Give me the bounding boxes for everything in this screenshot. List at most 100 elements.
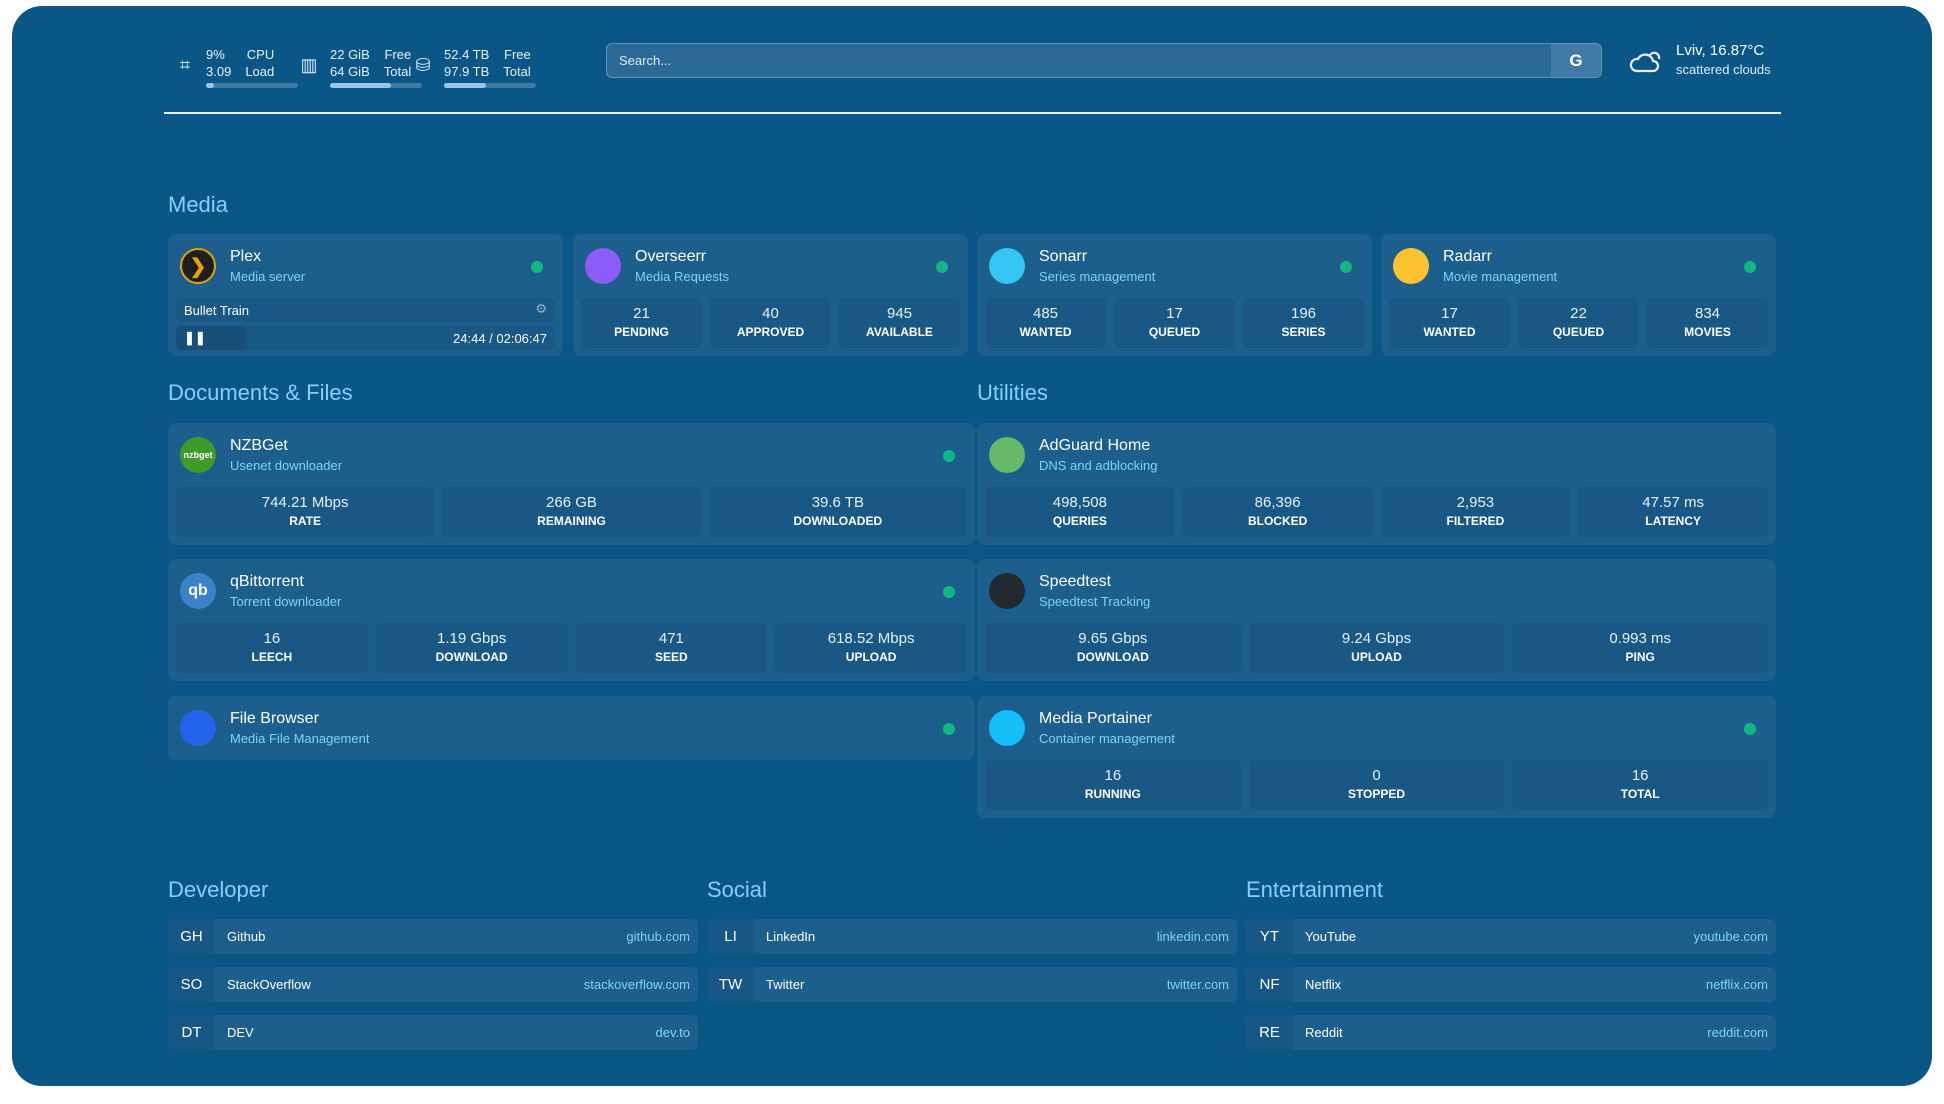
service-card-filebrowser[interactable]: File Browser Media File Management — [168, 696, 975, 760]
bookmark-url[interactable]: dev.to — [655, 1025, 690, 1040]
stat-value: 0.993 ms — [1609, 630, 1672, 647]
service-name: Overseerr — [635, 248, 707, 265]
dashboard: ⌗ 9% CPU 3.09 Load ▥ 22 GiB Free 64 GiB Total ⛁ 52.… — [12, 6, 1932, 1086]
resource-text: 22 GiB — [330, 47, 370, 62]
stat-block: 1.19 Gbps DOWNLOAD — [375, 623, 568, 673]
bookmark-url[interactable]: reddit.com — [1707, 1025, 1768, 1040]
service-description: Series management — [1039, 269, 1156, 284]
card-text: Overseerr Media Requests — [635, 248, 729, 284]
weather-widget: Lviv, 16.87°C scattered clouds — [1628, 42, 1771, 77]
sonarr-logo-icon — [989, 248, 1025, 284]
card-text: Sonarr Series management — [1039, 248, 1155, 284]
service-card-sonarr[interactable]: Sonarr Series management 485 WANTED 17 QUEUED… — [977, 234, 1372, 356]
stat-block: 16 RUNNING — [985, 760, 1241, 810]
stat-label: TOTAL — [1620, 787, 1660, 801]
gear-icon[interactable]: ⚙ — [535, 301, 547, 316]
stat-label: UPLOAD — [1351, 650, 1402, 664]
service-card-adguard[interactable]: AdGuard Home DNS and adblocking 498,508 QUE… — [977, 423, 1776, 545]
card-header: Radarr Movie management — [1393, 248, 1557, 284]
bookmark-linkedin[interactable]: LI LinkedIn linkedin.com — [707, 919, 1237, 954]
card-text: Media Portainer Container management — [1039, 710, 1175, 746]
card-text: AdGuard Home DNS and adblocking — [1039, 437, 1158, 473]
speedtest-logo-icon — [989, 573, 1025, 609]
service-card-speedtest[interactable]: Speedtest Speedtest Tracking 9.65 Gbps DOWN… — [977, 559, 1776, 681]
stat-block: 39.6 TB DOWNLOADED — [708, 487, 967, 537]
bookmark-body: Reddit reddit.com — [1293, 1015, 1776, 1050]
bookmark-body: Twitter twitter.com — [754, 967, 1237, 1002]
bookmark-url[interactable]: netflix.com — [1705, 977, 1768, 992]
bookmark-url[interactable]: github.com — [626, 929, 690, 944]
stats-row: 17 WANTED 22 QUEUED 834 MOVIES — [1389, 298, 1768, 348]
bookmark-netflix[interactable]: NF Netflix netflix.com — [1246, 967, 1776, 1002]
cloud-sun-icon — [1629, 51, 1661, 72]
bookmark-twitter[interactable]: TW Twitter twitter.com — [707, 967, 1237, 1002]
bookmark-url[interactable]: stackoverflow.com — [583, 977, 690, 992]
section-title-utilities: Utilities — [977, 380, 1048, 405]
filebrowser-logo-icon — [180, 710, 216, 746]
resource-text: Load — [245, 64, 275, 79]
bookmark-stackoverflow[interactable]: SO StackOverflow stackoverflow.com — [168, 967, 698, 1002]
card-header: Media Portainer Container management — [989, 710, 1175, 746]
resource-widget: ▥ 22 GiB Free 64 GiB Total — [298, 46, 422, 96]
search-input[interactable] — [607, 44, 1551, 77]
service-card-nzbget[interactable]: nzbget NZBGet Usenet downloader 744.21 Mbps… — [168, 423, 975, 545]
stat-value: 9.65 Gbps — [1078, 630, 1148, 647]
stat-label: SERIES — [1281, 325, 1326, 339]
stat-label: REMAINING — [537, 514, 606, 528]
stat-label: DOWNLOADED — [793, 514, 883, 528]
service-card-overseerr[interactable]: Overseerr Media Requests 21 PENDING 40 APPROV… — [573, 234, 968, 356]
service-description: Torrent downloader — [230, 594, 342, 609]
card-header: qb qBittorrent Torrent downloader — [180, 573, 341, 609]
search-provider-button[interactable]: G — [1551, 44, 1601, 77]
resource-text: 52.4 TB — [444, 47, 490, 62]
stat-value: 22 — [1570, 305, 1587, 322]
stat-label: PENDING — [614, 325, 669, 339]
stat-block: 2,953 FILTERED — [1380, 487, 1571, 537]
service-card-portainer[interactable]: Media Portainer Container management 16 RUN… — [977, 696, 1776, 818]
stat-block: 834 MOVIES — [1647, 298, 1768, 348]
section-title-documents: Documents & Files — [168, 380, 353, 405]
stat-label: FILTERED — [1446, 514, 1505, 528]
service-name: AdGuard Home — [1039, 437, 1151, 454]
stat-value: 16 — [263, 630, 281, 647]
portainer-logo-icon — [989, 710, 1025, 746]
stat-block: 22 QUEUED — [1518, 298, 1639, 348]
stat-block: 9.24 Gbps UPLOAD — [1248, 623, 1505, 673]
bookmark-url[interactable]: twitter.com — [1166, 977, 1229, 992]
bookmark-url[interactable]: linkedin.com — [1156, 929, 1229, 944]
service-card-qbittorrent[interactable]: qb qBittorrent Torrent downloader 16 LEECH 1.… — [168, 559, 975, 681]
service-card-plex[interactable]: ❯ Plex Media server Bullet Train ⚙ ❚❚ 24… — [168, 234, 563, 356]
bookmark-youtube[interactable]: YT YouTube youtube.com — [1246, 919, 1776, 954]
service-name: Speedtest — [1039, 573, 1112, 590]
adguard-logo-icon — [989, 437, 1025, 473]
stat-value: 1.19 Gbps — [437, 630, 507, 647]
pause-icon[interactable]: ❚❚ — [176, 326, 246, 350]
stat-block: 9.65 Gbps DOWNLOAD — [985, 623, 1241, 673]
bookmark-body: LinkedIn linkedin.com — [754, 919, 1237, 954]
radarr-logo-icon — [1393, 248, 1429, 284]
resource-widget: ⌗ 9% CPU 3.09 Load — [174, 46, 298, 96]
memory-icon: ▥ — [300, 55, 318, 75]
cpu-icon: ⌗ — [179, 55, 191, 75]
resource-usage-fill — [206, 83, 215, 88]
stat-block: 47.57 ms LATENCY — [1578, 487, 1768, 537]
status-indicator — [1744, 261, 1756, 273]
bookmark-name: DEV — [227, 1025, 254, 1040]
bookmark-url[interactable]: youtube.com — [1693, 929, 1768, 944]
bookmark-reddit[interactable]: RE Reddit reddit.com — [1246, 1015, 1776, 1050]
bookmark-abbreviation: LI — [707, 919, 754, 954]
stat-label: QUEUED — [1552, 325, 1605, 339]
bookmark-dev[interactable]: DT DEV dev.to — [168, 1015, 698, 1050]
service-name: File Browser — [230, 710, 319, 727]
stat-label: WANTED — [1423, 325, 1476, 339]
bookmark-name: Reddit — [1305, 1025, 1343, 1040]
card-header: File Browser Media File Management — [180, 710, 369, 746]
section-title-developer: Developer — [168, 877, 269, 902]
stat-label: DOWNLOAD — [435, 650, 508, 664]
stat-block: 485 WANTED — [985, 298, 1106, 348]
stat-value: 9.24 Gbps — [1341, 630, 1412, 647]
stats-row: 744.21 Mbps RATE 266 GB REMAINING 39.6 TB DOW… — [176, 487, 967, 537]
bookmark-abbreviation: RE — [1246, 1015, 1293, 1050]
bookmark-github[interactable]: GH Github github.com — [168, 919, 698, 954]
service-card-radarr[interactable]: Radarr Movie management 17 WANTED 22 QUEUED 83… — [1381, 234, 1776, 356]
